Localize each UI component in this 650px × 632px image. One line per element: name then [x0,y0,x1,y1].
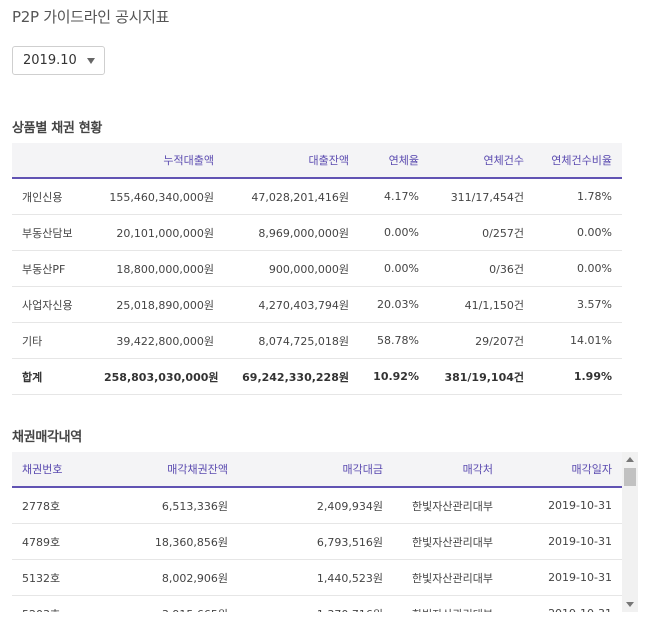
table-cell: 4.17% [359,178,429,215]
table-cell: 18,800,000,000원 [94,250,224,287]
table-cell: 25,018,890,000원 [94,286,224,323]
table-cell: 한빛자산관리대부 [393,595,503,612]
table-cell: 0.00% [359,214,429,251]
table-cell: 4789호 [12,523,102,560]
table-cell: 58.78% [359,322,429,359]
table-row: 개인신용 155,460,340,000원 47,028,201,416원 4.17%… [12,178,622,215]
table-cell: 부동산담보 [12,214,94,251]
table-cell: 258,803,030,000원 [94,358,224,395]
table-cell: 한빛자산관리대부 [393,487,503,524]
chevron-down-icon [87,58,95,64]
table-cell: 2,409,934원 [238,487,393,524]
table-cell: 1,370,716원 [238,595,393,612]
table-cell: 0.00% [534,214,622,251]
col-header-cumulative-loan: 누적대출액 [94,143,224,179]
bond-sales-header-row: 채권번호 매각채권잔액 매각대금 매각처 매각일자 [12,452,622,488]
table-cell: 부동산PF [12,250,94,287]
table-cell: 0/257건 [429,214,534,251]
page-title: P2P 가이드라인 공시지표 [12,8,170,26]
table-cell: 0.00% [359,250,429,287]
table-cell: 개인신용 [12,178,94,215]
table-cell: 2019-10-31 [503,559,622,596]
col-header-bond-number: 채권번호 [12,452,102,488]
table-cell: 한빛자산관리대부 [393,559,503,596]
table-cell: 20,101,000,000원 [94,214,224,251]
scrollbar-thumb[interactable] [624,468,636,486]
table-cell: 2019-10-31 [503,487,622,524]
period-select-value: 2019.10 [23,53,77,68]
vertical-scrollbar[interactable] [622,452,638,612]
table-cell: 4,270,403,794원 [224,286,359,323]
table-cell: 6,793,516원 [238,523,393,560]
table-cell: 381/19,104건 [429,358,534,395]
bond-sales-table: 채권번호 매각채권잔액 매각대금 매각처 매각일자 2778호 6,513,336… [12,452,622,612]
table-cell: 14.01% [534,322,622,359]
table-cell: 155,460,340,000원 [94,178,224,215]
table-row: 5132호 8,002,906원 1,440,523원 한빛자산관리대부 2019-10… [12,559,622,596]
table-cell: 3.57% [534,286,622,323]
table-cell: 900,000,000원 [224,250,359,287]
col-header-product [12,143,94,179]
table-row: 사업자신용 25,018,890,000원 4,270,403,794원 20.03%… [12,286,622,323]
col-header-buyer: 매각처 [393,452,503,488]
table-cell: 8,969,000,000원 [224,214,359,251]
table-row: 5203호3,915,665원1,370,716원한빛자산관리대부2019-10… [12,595,622,612]
scroll-down-arrow-icon[interactable] [626,602,634,607]
table-row: 부동산담보 20,101,000,000원 8,969,000,000원 0.00% 0… [12,214,622,251]
table-cell: 2019-10-31 [503,595,622,612]
table-cell: 3,915,665원 [102,595,238,612]
table-cell: 2778호 [12,487,102,524]
table-cell: 1,440,523원 [238,559,393,596]
table-cell: 1.78% [534,178,622,215]
table-cell: 20.03% [359,286,429,323]
bond-sales-scroll-area[interactable]: 채권번호 매각채권잔액 매각대금 매각처 매각일자 2778호 6,513,336… [12,452,638,612]
table-cell: 47,028,201,416원 [224,178,359,215]
table-cell: 5132호 [12,559,102,596]
scroll-up-arrow-icon[interactable] [626,457,634,462]
table-cell: 10.92% [359,358,429,395]
table-cell: 0.00% [534,250,622,287]
table-cell: 311/17,454건 [429,178,534,215]
table-cell: 41/1,150건 [429,286,534,323]
table-cell: 기타 [12,322,94,359]
table-cell: 5203호 [12,595,102,612]
table-cell: 2019-10-31 [503,523,622,560]
table-cell: 사업자신용 [12,286,94,323]
table-cell: 8,002,906원 [102,559,238,596]
table-cell: 1.99% [534,358,622,395]
table-cell: 69,242,330,228원 [224,358,359,395]
table-cell: 한빛자산관리대부 [393,523,503,560]
bond-sales-title: 채권매각내역 [12,430,82,445]
col-header-sale-date: 매각일자 [503,452,622,488]
table-cell: 29/207건 [429,322,534,359]
table-cell: 6,513,336원 [102,487,238,524]
table-cell: 8,074,725,018원 [224,322,359,359]
table-row: 2778호 6,513,336원 2,409,934원 한빛자산관리대부 2019-10… [12,487,622,524]
col-header-delinquency-rate: 연체율 [359,143,429,179]
col-header-loan-balance: 대출잔액 [224,143,359,179]
table-row: 부동산PF 18,800,000,000원 900,000,000원 0.00% 0/3… [12,250,622,287]
table-row: 4789호 18,360,856원 6,793,516원 한빛자산관리대부 2019-1… [12,523,622,560]
period-select[interactable]: 2019.10 [12,46,105,75]
col-header-delinquency-count-ratio: 연체건수비율 [534,143,622,179]
bond-status-header-row: 누적대출액 대출잔액 연체율 연체건수 연체건수비율 [12,143,622,179]
col-header-sale-price: 매각대금 [238,452,393,488]
table-cell: 합계 [12,358,94,395]
total-row: 합계 258,803,030,000원 69,242,330,228원 10.92% 3… [12,358,622,395]
bond-status-title: 상품별 채권 현황 [12,121,103,136]
table-row: 기타 39,422,800,000원 8,074,725,018원 58.78% 29/… [12,322,622,359]
table-cell: 39,422,800,000원 [94,322,224,359]
col-header-sold-balance: 매각채권잔액 [102,452,238,488]
bond-status-table: 누적대출액 대출잔액 연체율 연체건수 연체건수비율 개인신용 155,460,3… [12,143,622,395]
table-cell: 18,360,856원 [102,523,238,560]
col-header-delinquency-count: 연체건수 [429,143,534,179]
table-cell: 0/36건 [429,250,534,287]
